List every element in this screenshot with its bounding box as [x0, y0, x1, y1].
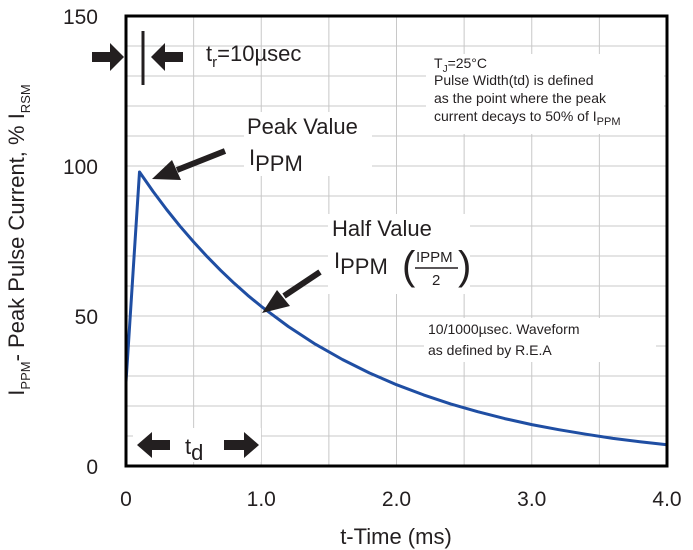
- y-tick-label: 100: [63, 156, 98, 179]
- peak-arrow-head-icon: [152, 160, 181, 180]
- rise-arrow-left-icon: [92, 43, 124, 71]
- note-line-2: Pulse Width(td) is defined: [434, 72, 594, 88]
- fraction-open-paren: (: [402, 244, 416, 288]
- waveform-note-line-1: 10/1000µsec. Waveform: [428, 321, 580, 337]
- waveform-note: 10/1000µsec. Waveform as defined by R.E.…: [424, 318, 656, 362]
- tj-main: T: [434, 55, 443, 71]
- x-tick-label: 4.0: [652, 488, 681, 511]
- svg-text:TJ=25°C: TJ=25°C: [434, 55, 487, 75]
- y-tick-label: 150: [63, 6, 98, 29]
- y-axis-title-main: I: [4, 390, 29, 396]
- note-line-4-sub: PPM: [597, 116, 621, 128]
- svg-text:current decays to 50% of IPPM: current decays to 50% of IPPM: [434, 108, 620, 128]
- half-value-annotation: Half Value IPPM ( IPPM 2 ): [262, 214, 471, 313]
- y-axis-title: IPPM- Peak Pulse Current, % IRSM: [4, 84, 33, 395]
- fraction-denominator: 2: [432, 272, 440, 289]
- half-value-title: Half Value: [332, 216, 432, 241]
- plot-frame: [124, 14, 669, 468]
- note-line-4: current decays to 50% of I: [434, 108, 597, 124]
- note-line-3: as the point where the peak: [434, 90, 607, 106]
- peak-value-annotation: Peak Value IPPM: [152, 112, 372, 180]
- y-axis-title-sub1: PPM: [18, 361, 33, 389]
- tj-rest: =25°C: [448, 55, 487, 71]
- conditions-note: TJ=25°C Pulse Width(td) is defined as th…: [426, 54, 664, 134]
- tj-sub: J: [443, 64, 448, 75]
- fraction-close-paren: ): [458, 244, 471, 288]
- series-line: [124, 170, 668, 447]
- x-tick-label: 0: [120, 488, 132, 511]
- td-label: td: [185, 434, 203, 465]
- rise-time-label: tr=10µsec: [206, 41, 301, 71]
- peak-value-symbol: IPPM: [249, 145, 303, 176]
- peak-arrow-shaft: [175, 148, 227, 173]
- y-tick-label: 0: [86, 456, 98, 479]
- fraction-numerator: IPPM: [416, 249, 453, 266]
- rise-time-annotation: tr=10µsec: [92, 31, 301, 85]
- x-tick-label: 2.0: [382, 488, 411, 511]
- y-axis-title-mid: - Peak Pulse Current, % I: [4, 113, 29, 361]
- peak-label-background: [244, 112, 372, 176]
- half-arrow-head-icon: [262, 290, 290, 313]
- waveform-note-background: [424, 318, 656, 362]
- waveform-note-line-2: as defined by R.E.A: [428, 342, 552, 358]
- x-tick-label: 1.0: [247, 488, 276, 511]
- td-arrow-right-icon: [224, 432, 259, 458]
- x-tick-label: 3.0: [517, 488, 546, 511]
- half-arrow-shaft: [282, 269, 322, 299]
- x-tick-labels: 0 1.0 2.0 3.0 4.0: [120, 488, 681, 511]
- pulse-width-annotation: td: [133, 428, 261, 465]
- y-tick-label: 50: [75, 306, 98, 329]
- peak-value-title: Peak Value: [247, 114, 358, 139]
- td-arrow-left-icon: [137, 432, 170, 458]
- y-tick-labels: 0 50 100 150: [63, 6, 98, 479]
- note-background: [426, 54, 664, 134]
- y-axis-title-sub2: RSM: [18, 84, 33, 113]
- x-axis-title: t-Time (ms): [340, 524, 452, 549]
- half-label-background: [328, 214, 470, 294]
- half-value-symbol: IPPM: [334, 248, 388, 279]
- rise-arrow-right-icon: [151, 43, 183, 71]
